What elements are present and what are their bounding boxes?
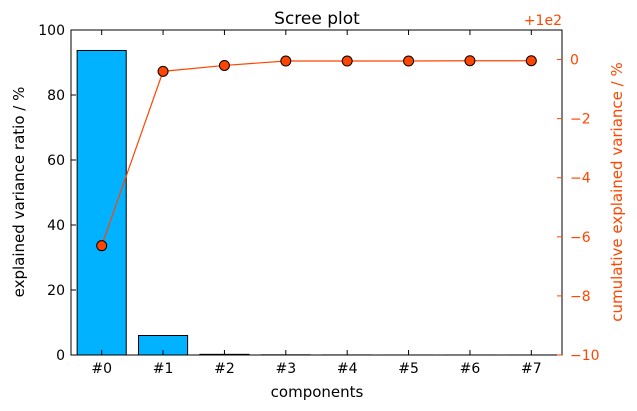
y2-tick-label-3: −6 xyxy=(570,230,591,246)
y-tick-label-4: 80 xyxy=(47,88,65,104)
x-tick-label-6: #6 xyxy=(460,361,481,377)
cumulative-point-0 xyxy=(96,240,108,252)
y2-tick-label-5: −10 xyxy=(570,348,600,364)
plot-frame xyxy=(70,29,563,356)
cumulative-point-5 xyxy=(403,55,415,67)
x-axis: #0 #1 #2 #3 #4 #5 #6 #7 xyxy=(91,30,542,377)
y-tick-label-1: 20 xyxy=(47,283,65,299)
y2-tick-label-2: −4 xyxy=(570,171,591,187)
y-axis-label: explained variance ratio / % xyxy=(10,87,28,298)
cumulative-point-3 xyxy=(280,55,292,67)
bars-group xyxy=(76,49,557,356)
cumulative-point-6 xyxy=(464,55,476,67)
cumulative-line xyxy=(101,60,532,246)
x-tick-label-4: #4 xyxy=(337,361,358,377)
x-tick-label-2: #2 xyxy=(214,361,235,377)
y-tick-label-2: 40 xyxy=(47,218,65,234)
y2-offset-label: +1e2 xyxy=(524,13,562,29)
y-axis-left: 0 20 40 60 80 100 xyxy=(38,23,76,364)
x-axis-label: components xyxy=(271,383,364,401)
x-tick-label-5: #5 xyxy=(398,361,419,377)
chart-title: Scree plot xyxy=(274,9,360,29)
cumulative-line-group xyxy=(96,55,537,252)
x-tick-label-0: #0 xyxy=(91,361,112,377)
y-tick-label-3: 60 xyxy=(47,153,65,169)
y-tick-label-0: 0 xyxy=(56,348,65,364)
y2-tick-label-0: 0 xyxy=(570,53,579,69)
x-tick-label-7: #7 xyxy=(521,361,542,377)
cumulative-point-1 xyxy=(157,65,169,77)
x-tick-label-3: #3 xyxy=(275,361,296,377)
cumulative-point-2 xyxy=(218,59,230,71)
cumulative-point-4 xyxy=(341,55,353,67)
x-tick-label-1: #1 xyxy=(153,361,174,377)
y2-tick-label-4: −8 xyxy=(570,289,591,305)
y2-tick-label-1: −2 xyxy=(570,112,591,128)
bar-0 xyxy=(76,49,127,356)
y2-axis-label: cumulative explained variance / % xyxy=(608,62,626,322)
cumulative-point-7 xyxy=(525,55,537,67)
y-axis-right: 0 −2 −4 −6 −8 −10 xyxy=(557,53,600,364)
y-tick-label-5: 100 xyxy=(38,23,65,39)
